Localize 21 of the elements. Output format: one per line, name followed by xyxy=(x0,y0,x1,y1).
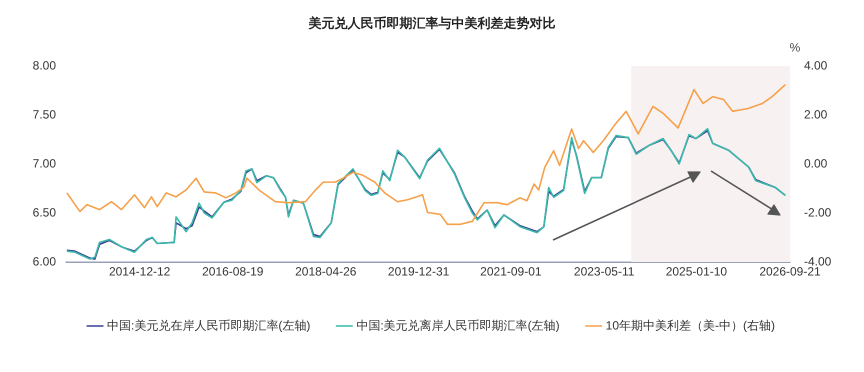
x-tick-label: 2014-12-12 xyxy=(108,264,171,279)
x-tick-label: 2021-09-01 xyxy=(480,264,542,279)
legend-label: 中国:美元兑在岸人民币即期汇率(左轴) xyxy=(107,318,310,332)
x-tick-label: 2016-08-19 xyxy=(202,264,264,279)
y2-tick-label: 0.00 xyxy=(804,156,828,170)
x-tick-label: 2023-05-11 xyxy=(574,264,635,279)
legend-label: 中国:美元兑离岸人民币即期汇率(左轴) xyxy=(356,318,560,332)
y-tick-label: 6.00 xyxy=(32,254,56,268)
y-tick-label: 7.00 xyxy=(32,156,56,170)
y2-axis-title: % xyxy=(790,40,801,54)
x-tick-label: 2018-04-26 xyxy=(295,264,357,279)
chart-title: 美元兑人民币即期汇率与中美利差走势对比 xyxy=(308,16,556,31)
legend-label: 10年期中美利差（美-中）(右轴) xyxy=(606,318,775,332)
y-tick-label: 6.50 xyxy=(32,205,56,220)
x-tick-label: 2019-12-31 xyxy=(388,264,450,279)
x-tick-label: 2025-01-10 xyxy=(666,264,728,279)
y2-tick-label: -2.00 xyxy=(804,205,832,220)
y2-tick-label: 4.00 xyxy=(804,58,828,72)
y-tick-label: 8.00 xyxy=(32,58,56,72)
y-tick-label: 7.50 xyxy=(32,107,56,122)
y2-tick-label: 2.00 xyxy=(804,107,828,122)
